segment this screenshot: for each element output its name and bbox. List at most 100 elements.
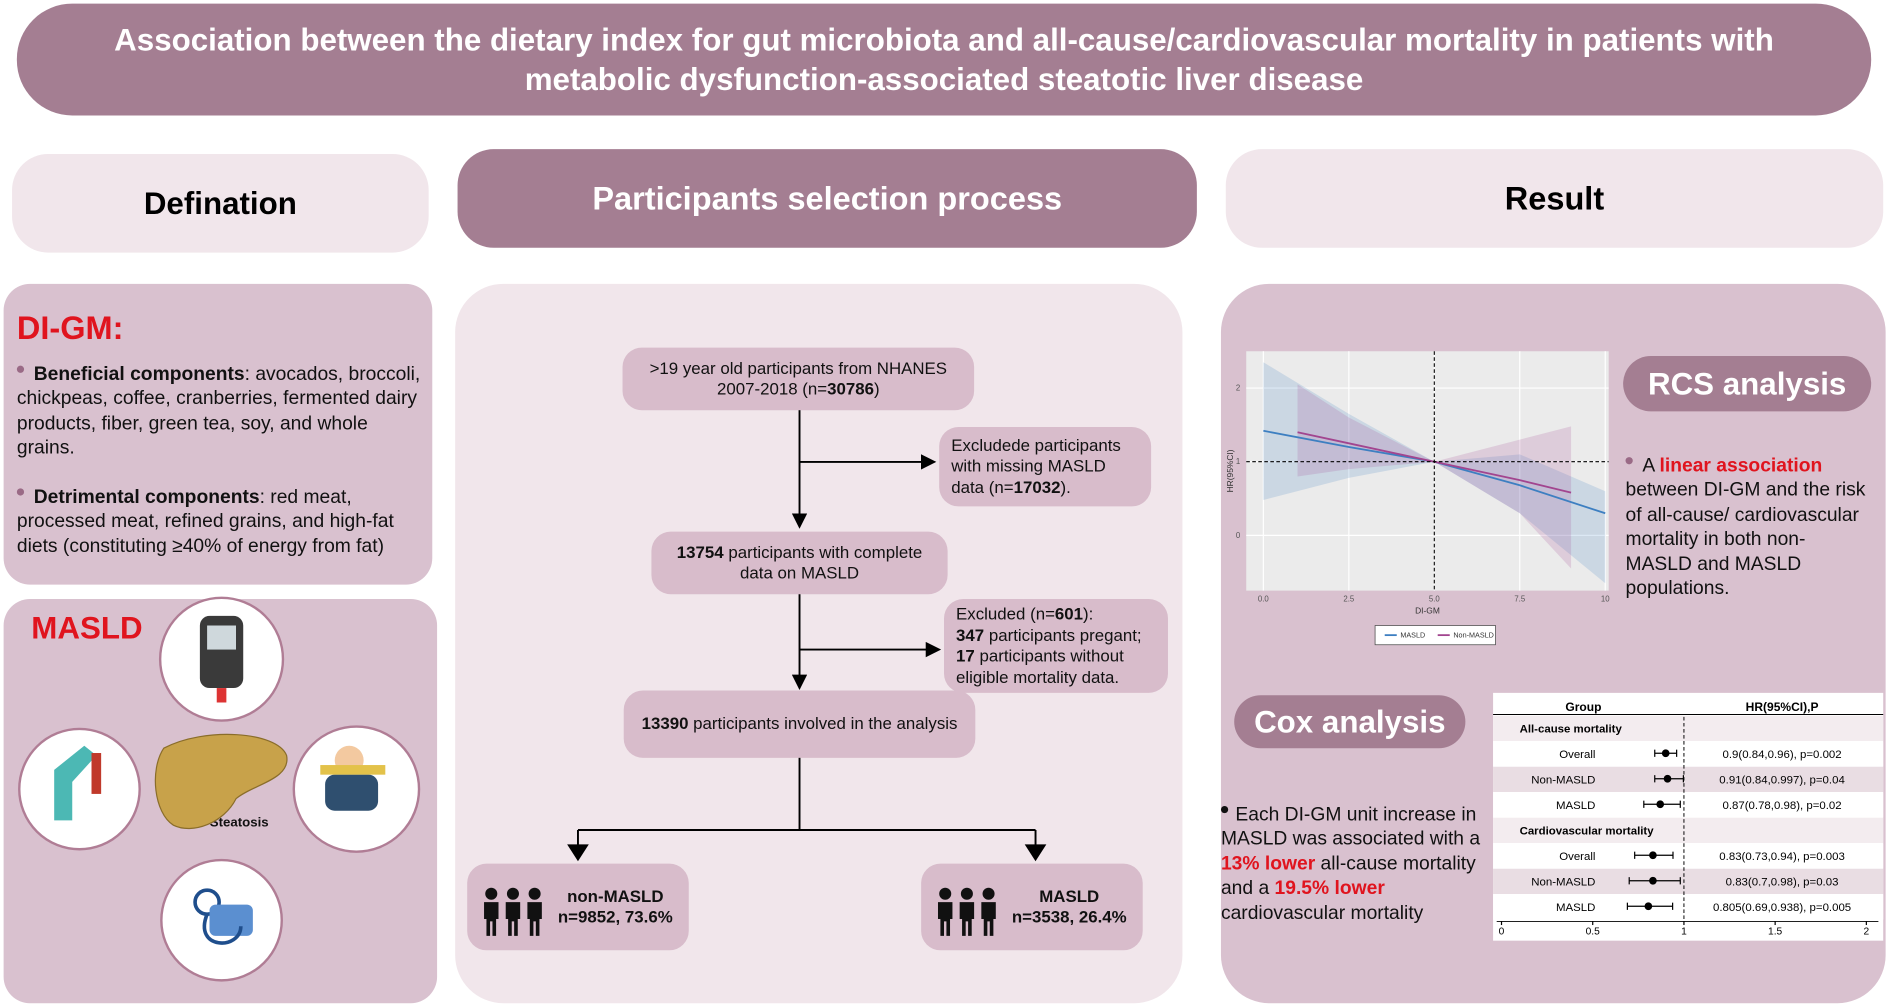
person-head [528, 887, 541, 900]
paragraph: Beneficial components: avocados, broccol… [17, 364, 420, 458]
paragraph: Detrimental components: red meat, proces… [17, 487, 394, 557]
blood-pressure-icon [193, 888, 253, 945]
node-line: 347 participants pregant; [956, 625, 1156, 646]
outcome-name: MASLD [1039, 885, 1100, 906]
estimate-point [1663, 774, 1672, 783]
label-text: RCS analysis [1647, 365, 1847, 402]
heading-text: Result [1504, 179, 1605, 216]
bullet [16, 488, 25, 496]
bullet [16, 365, 25, 373]
value-label: 0.91(0.84,0.997), p=0.04 [1719, 775, 1845, 787]
outcome-n: n=9852, 73.6% [557, 906, 673, 927]
outcome-n: n=3538, 26.4% [1011, 906, 1127, 927]
person-body [937, 902, 953, 936]
row-band [1493, 868, 1884, 894]
text-run: >19 year old participants from NHANES 20… [649, 357, 948, 399]
text-run: between DI-GM and the risk of all-cause/… [1625, 480, 1866, 600]
group-label: All-cause mortality [1520, 724, 1623, 736]
detrimental-text: Detrimental components: red meat, proces… [16, 486, 426, 560]
estimate-point [1661, 749, 1670, 758]
text-run: 19.5% lower [1274, 878, 1385, 900]
text-run: cardiovascular mortality [1220, 903, 1424, 924]
person-icon [484, 887, 499, 936]
arrow-heads [567, 844, 1047, 862]
paragraph: A linear association between DI-GM and t… [1626, 456, 1866, 600]
masld-title: MASLD [31, 609, 143, 646]
node-line: 17 participants without eligible mortali… [956, 646, 1156, 688]
text-run: A [1642, 455, 1660, 477]
text-run: Excluded (n= [956, 603, 1055, 624]
digm-panel [3, 283, 433, 585]
estimate-point [1649, 876, 1657, 885]
text-run: ) [874, 378, 880, 399]
legend-label: Non-MASLD [1453, 631, 1494, 640]
legend-label: MASLD [1400, 631, 1425, 640]
bmi-icon [320, 745, 386, 811]
y-tick-label: 0 [1236, 531, 1241, 540]
row-band [1493, 817, 1884, 843]
value-label: 0.9(0.84,0.96), p=0.002 [1722, 749, 1841, 761]
flow-arrows [577, 410, 1037, 847]
person-head [939, 887, 952, 900]
x-tick-label: 2 [1864, 927, 1870, 938]
selection-heading: Participants selection process [457, 149, 1197, 248]
outcome-box: non-MASLD n=9852, 73.6% [467, 863, 689, 951]
x-tick-label: 7.5 [1514, 594, 1526, 603]
person-icon [959, 887, 975, 936]
heading-text: Participants selection process [592, 179, 1063, 216]
bullet [1625, 456, 1633, 465]
x-tick-label: 1.5 [1768, 927, 1783, 938]
value-label: 0.805(0.69,0.938), p=0.005 [1713, 902, 1851, 914]
x-tick-label: 0.5 [1586, 927, 1601, 938]
rcs-label: RCS analysis [1623, 356, 1872, 412]
x-tick-label: 1 [1681, 927, 1687, 938]
text-run: participants involved in the analysis [688, 713, 958, 733]
column-header: Group [1565, 700, 1601, 714]
node-line: Excludede participants with missing MASL… [951, 435, 1139, 498]
column-header: HR(95%CI),P [1746, 700, 1819, 714]
text-run: 13390 [641, 713, 689, 733]
legend-box [1374, 625, 1496, 646]
person-head [506, 887, 519, 900]
row-band [1493, 792, 1884, 818]
text-run: 347 [956, 624, 985, 645]
person-icon [527, 887, 542, 936]
estimate-point [1656, 800, 1665, 809]
digm-title: DI-GM: [16, 310, 124, 347]
text-run: linear association [1659, 455, 1823, 477]
text-run: : avocados, broccoli, chickpeas, coffee,… [16, 364, 421, 459]
row-label: Non-MASLD [1531, 877, 1595, 889]
text-run: 17 [956, 645, 975, 666]
glucose-icon [199, 615, 244, 703]
row-band [1493, 741, 1884, 767]
text-run: participants with complete data on MASLD [723, 541, 923, 583]
plot-background [1246, 351, 1609, 591]
tg-hdl-icon [54, 745, 102, 821]
person-body [505, 902, 521, 936]
beneficial-text: Beneficial components: avocados, broccol… [16, 363, 422, 461]
person-icon [937, 887, 953, 936]
node-line: 13390 participants involved in the analy… [642, 714, 958, 735]
person-head [960, 887, 973, 900]
text-run: 601 [1054, 603, 1084, 624]
definition-heading: Defination [12, 153, 429, 253]
y-tick-label: 1 [1236, 457, 1240, 466]
person-icon [981, 887, 996, 936]
text-run: Beneficial components [33, 364, 245, 385]
row-label: MASLD [1556, 800, 1595, 812]
text-run: participants pregant; [984, 624, 1142, 645]
outcome-name: non-MASLD [567, 885, 664, 906]
person-head [982, 887, 995, 900]
person-body [527, 902, 542, 936]
text-run: 30786 [827, 378, 875, 399]
node-line: >19 year old participants from NHANES 20… [635, 358, 963, 400]
ci-band [1297, 384, 1572, 569]
x-tick-label: 10 [1601, 594, 1610, 603]
row-band [1493, 766, 1884, 792]
row-label: Overall [1559, 851, 1595, 863]
heading-text: Defination [143, 184, 297, 221]
title: Association between the dietary index fo… [114, 21, 1774, 97]
